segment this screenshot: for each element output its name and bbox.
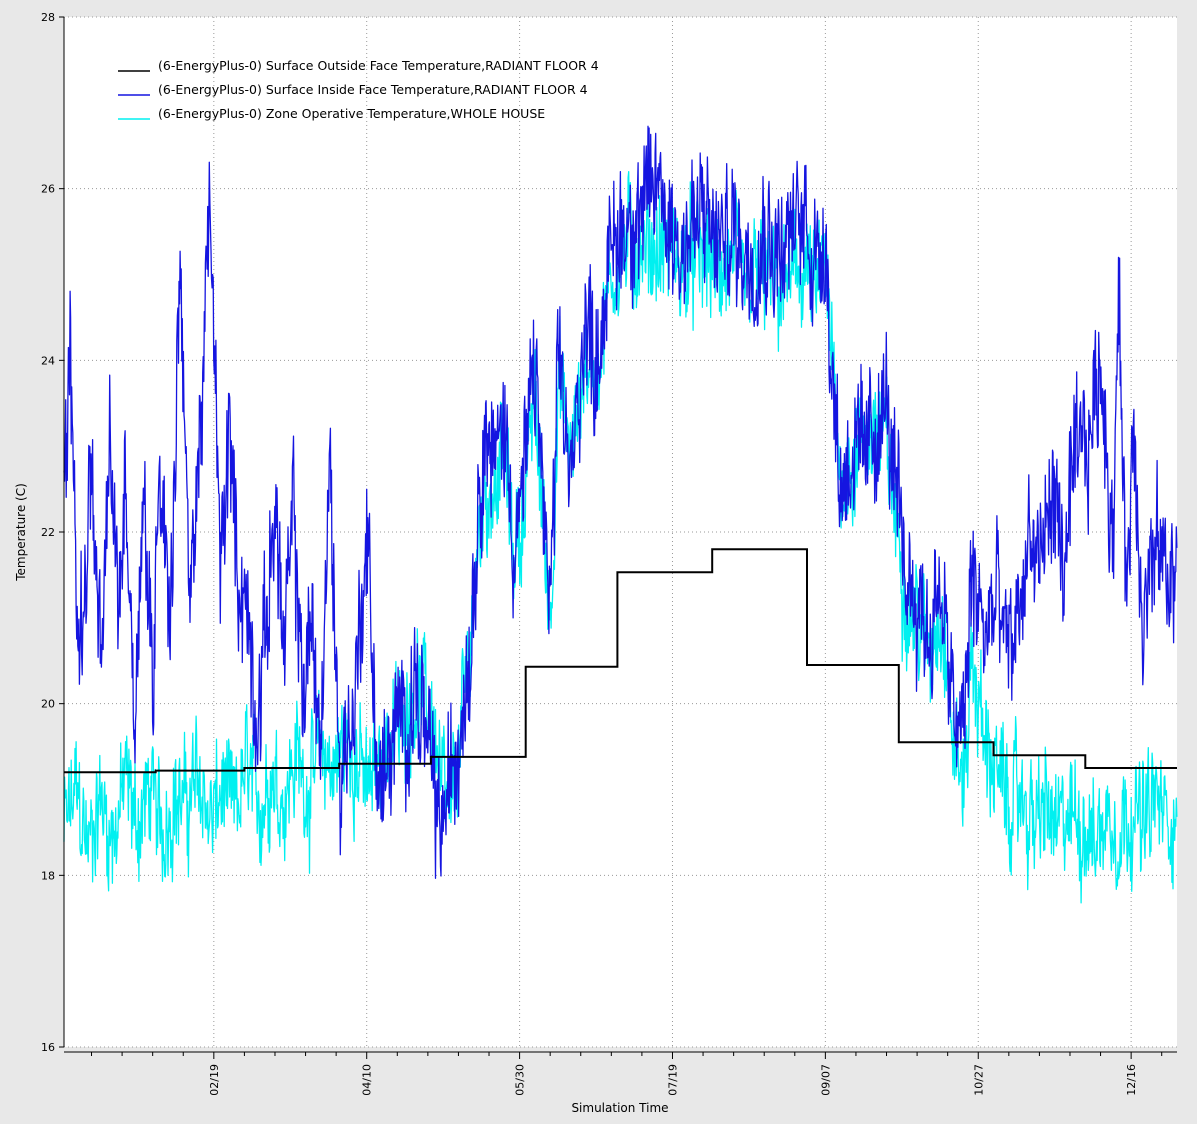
series-layer [63, 125, 1178, 904]
series-line-inside-face [63, 125, 1178, 879]
y-tick-label: 28 [41, 11, 55, 24]
x-tick-label: 05/30 [514, 1064, 527, 1096]
x-tick-label: 10/27 [972, 1064, 985, 1096]
x-tick-label: 07/19 [666, 1064, 679, 1096]
x-axis-title: Simulation Time [571, 1101, 668, 1115]
x-tick-label: 12/16 [1125, 1064, 1138, 1096]
x-ticks: 02/19 04/10 05/30 07/19 09/07 10/27 12/16 [91, 1052, 1163, 1096]
y-tick-label: 16 [41, 1041, 55, 1054]
legend-label: (6-EnergyPlus-0) Surface Outside Face Te… [158, 58, 599, 73]
x-tick-label: 02/19 [208, 1064, 221, 1096]
legend-entry: (6-EnergyPlus-0) Zone Operative Temperat… [118, 106, 545, 121]
y-axis-title: Temperature (C) [14, 483, 28, 582]
y-tick-label: 22 [41, 526, 55, 539]
legend: (6-EnergyPlus-0) Surface Outside Face Te… [118, 58, 599, 121]
legend-entry: (6-EnergyPlus-0) Surface Inside Face Tem… [118, 82, 588, 97]
legend-label: (6-EnergyPlus-0) Zone Operative Temperat… [158, 106, 545, 121]
x-tick-label: 09/07 [819, 1064, 832, 1096]
y-tick-label: 24 [41, 354, 55, 367]
x-tick-label: 04/10 [361, 1064, 374, 1096]
y-tick-label: 20 [41, 698, 55, 711]
y-tick-label: 26 [41, 183, 55, 196]
legend-label: (6-EnergyPlus-0) Surface Inside Face Tem… [158, 82, 588, 97]
legend-entry: (6-EnergyPlus-0) Surface Outside Face Te… [118, 58, 599, 73]
y-ticks: 16 18 20 22 24 26 28 [41, 11, 64, 1054]
series-line-outside-face [64, 548, 1177, 774]
y-tick-label: 18 [41, 869, 55, 882]
